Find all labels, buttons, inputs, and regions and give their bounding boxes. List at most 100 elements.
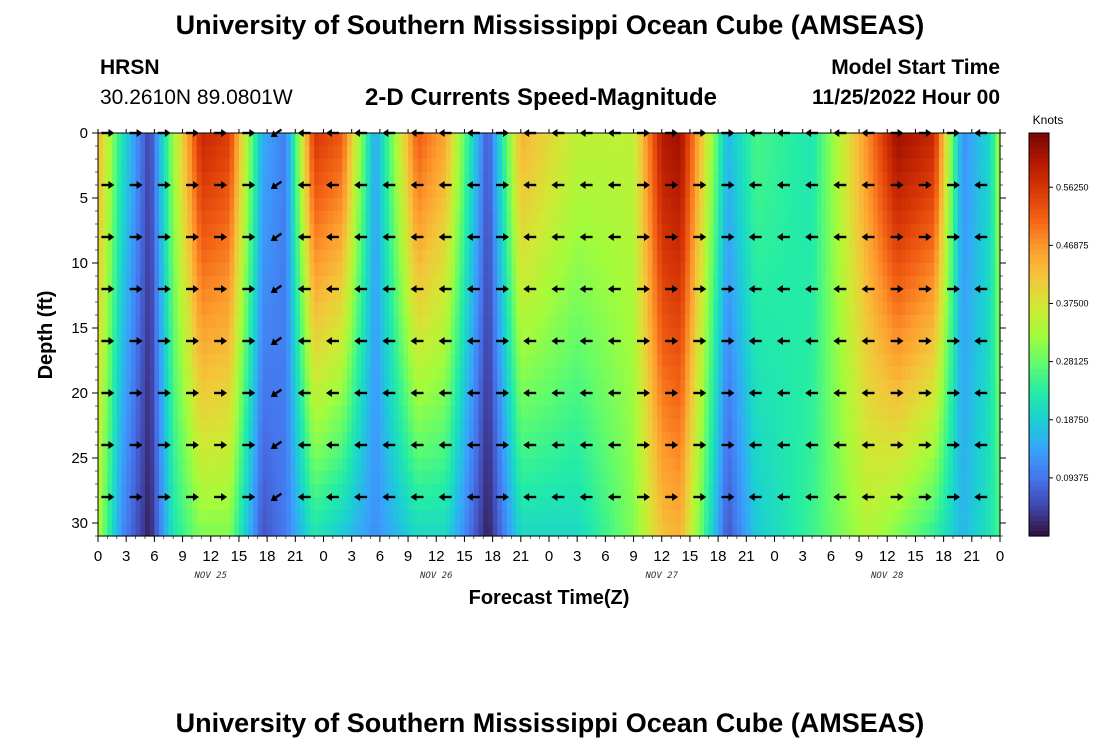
heatmap-cell [689, 302, 696, 316]
heatmap-cell [281, 380, 287, 394]
heatmap-cell [210, 484, 217, 498]
heatmap-cell [412, 289, 419, 303]
heatmap-cell [351, 354, 357, 368]
heatmap-cell [361, 458, 367, 472]
heatmap-cell [797, 198, 804, 212]
heatmap-cell [718, 237, 724, 251]
heatmap-cell [633, 341, 639, 355]
heatmap-cell [751, 406, 757, 420]
heatmap-cell [206, 497, 212, 511]
heatmap-cell [473, 328, 480, 342]
heatmap-cell [107, 341, 113, 355]
heatmap-cell [375, 185, 381, 199]
heatmap-cell [600, 224, 606, 238]
heatmap-cell [492, 523, 498, 537]
heatmap-cell [267, 484, 273, 498]
heatmap-cell [375, 367, 381, 381]
heatmap-cell [295, 237, 301, 251]
heatmap-cell [384, 328, 390, 342]
heatmap-cell [652, 250, 658, 264]
heatmap-cell [727, 211, 733, 225]
heatmap-cell [365, 510, 372, 524]
heatmap-cell [722, 159, 729, 173]
heatmap-cell [718, 445, 724, 459]
heatmap-cell [727, 146, 733, 160]
heatmap-cell [332, 133, 339, 147]
heatmap-cell [802, 458, 808, 472]
heatmap-cell [262, 341, 268, 355]
heatmap-cell [628, 406, 635, 420]
heatmap-cell [605, 406, 611, 420]
heatmap-cell [450, 393, 456, 407]
heatmap-cell [704, 237, 710, 251]
heatmap-cell [516, 380, 522, 394]
heatmap-cell [586, 406, 592, 420]
heatmap-cell [516, 224, 522, 238]
heatmap-cell [182, 133, 188, 147]
heatmap-cell [375, 406, 381, 420]
heatmap-cell [318, 354, 325, 368]
heatmap-cell [736, 354, 743, 368]
heatmap-cell [642, 224, 649, 238]
heatmap-cell [844, 159, 851, 173]
heatmap-cell [577, 263, 583, 277]
heatmap-cell [741, 510, 747, 524]
heatmap-cell [285, 497, 292, 511]
heatmap-cell [408, 263, 414, 277]
heatmap-cell [379, 497, 386, 511]
heatmap-cell [605, 159, 611, 173]
heatmap-cell [577, 341, 583, 355]
heatmap-cell [431, 133, 437, 147]
heatmap-cell [765, 276, 771, 290]
heatmap-cell [685, 276, 691, 290]
heatmap-cell [572, 510, 578, 524]
heatmap-cell [520, 354, 527, 368]
heatmap-cell [558, 354, 564, 368]
heatmap-cell [487, 185, 494, 199]
heatmap-cell [671, 471, 677, 485]
heatmap-cell [821, 250, 827, 264]
heatmap-cell [704, 328, 710, 342]
heatmap-cell [210, 133, 217, 147]
heatmap-cell [544, 289, 550, 303]
heatmap-cell [577, 224, 583, 238]
heatmap-cell [332, 341, 339, 355]
heatmap-cell [229, 146, 235, 160]
heatmap-cell [779, 523, 785, 537]
heatmap-cell [403, 445, 409, 459]
heatmap-cell [506, 341, 513, 355]
heatmap-cell [229, 224, 235, 238]
heatmap-cell [840, 263, 846, 277]
heatmap-cell [704, 393, 710, 407]
heatmap-cell [445, 341, 451, 355]
heatmap-cell [586, 185, 592, 199]
heatmap-cell [628, 393, 635, 407]
heatmap-cell [318, 406, 325, 420]
heatmap-cell [797, 185, 804, 199]
heatmap-cell [361, 393, 367, 407]
heatmap-cell [704, 380, 710, 394]
heatmap-cell [290, 146, 296, 160]
heatmap-cell [393, 458, 400, 472]
heatmap-cell [210, 159, 217, 173]
heatmap-cell [337, 445, 343, 459]
heatmap-cell [267, 523, 273, 537]
heatmap-cell [605, 263, 611, 277]
heatmap-cell [572, 263, 578, 277]
heatmap-cell [807, 302, 813, 316]
heatmap-cell [177, 172, 184, 186]
heatmap-cell [168, 393, 174, 407]
heatmap-cell [699, 484, 705, 498]
heatmap-cell [849, 146, 855, 160]
heatmap-cell [276, 133, 282, 147]
heatmap-cell [431, 510, 437, 524]
heatmap-cell [802, 315, 808, 329]
heatmap-cell [549, 445, 555, 459]
heatmap-cell [732, 328, 738, 342]
heatmap-cell [271, 445, 278, 459]
heatmap-cell [849, 224, 855, 238]
heatmap-cell [393, 224, 400, 238]
heatmap-cell [704, 406, 710, 420]
heatmap-cell [389, 432, 395, 446]
heatmap-cell [281, 497, 287, 511]
